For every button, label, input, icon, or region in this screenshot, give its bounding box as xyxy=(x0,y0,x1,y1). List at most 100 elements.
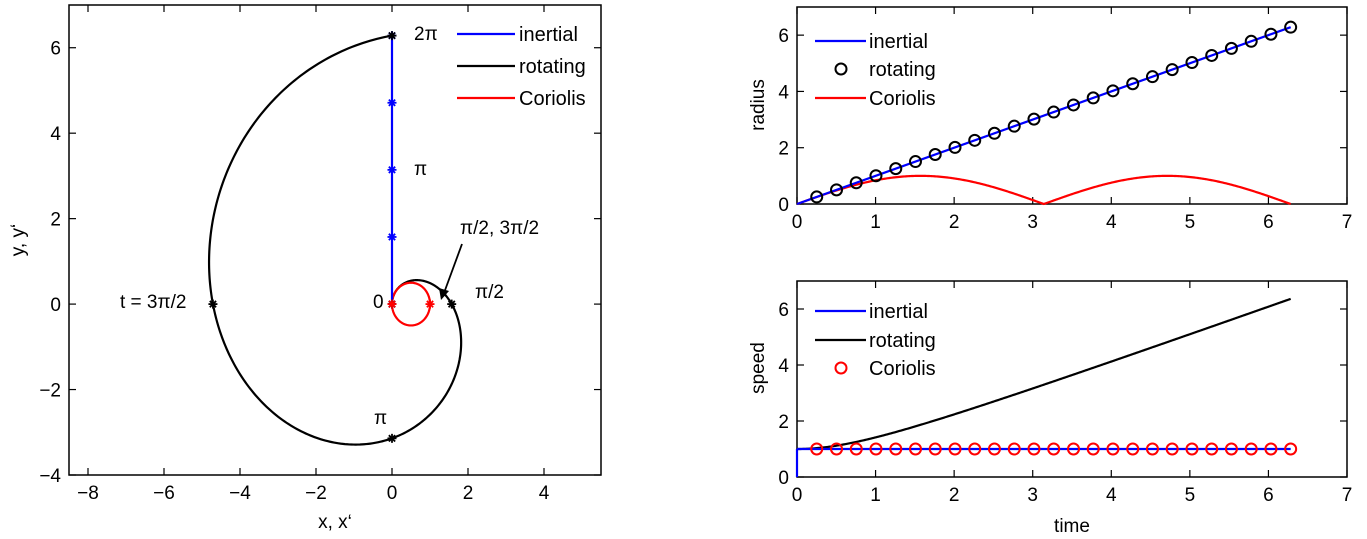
rotating-marker xyxy=(387,31,397,41)
radius-ylabel: radius xyxy=(748,79,769,131)
x-tick-label: 0 xyxy=(387,483,398,504)
y-tick-label: 0 xyxy=(778,468,789,489)
annotation-pi-inertial: π xyxy=(414,159,427,180)
inertial-marker xyxy=(387,232,397,242)
trajectory-xlabel: x, x‘ xyxy=(318,512,352,533)
coriolis-speed-point xyxy=(1284,442,1298,456)
coriolis-speed-point xyxy=(869,442,883,456)
x-tick-label: 6 xyxy=(1263,485,1274,506)
speed-xlabel: time xyxy=(1054,516,1090,537)
rotating-radius-point xyxy=(948,140,962,154)
y-tick-label: 2 xyxy=(778,412,789,433)
coriolis-speed-point xyxy=(948,442,962,456)
x-tick-label: 2 xyxy=(949,212,960,233)
rotating-radius-point xyxy=(968,133,982,147)
rotating-radius-point xyxy=(1007,119,1021,133)
speed-ylabel: speed xyxy=(748,342,769,394)
rotating-radius-point xyxy=(1284,20,1298,34)
radius-panel: 0 1 2 3 4 5 6 7 0 2 4 6 radius inertial rotating Co… xyxy=(748,6,1353,233)
annotation-3pi2: t = 3π/2 xyxy=(120,292,186,313)
coriolis-speed-point xyxy=(1086,442,1100,456)
x-tick-label: 4 xyxy=(1106,485,1117,506)
coriolis-speed-point xyxy=(889,442,903,456)
coriolis-marker xyxy=(425,299,435,309)
coriolis-speed-point xyxy=(908,442,922,456)
x-tick-label: 3 xyxy=(1027,212,1038,233)
trajectory-ylabel: y, y‘ xyxy=(8,224,29,256)
coriolis-speed-point xyxy=(1027,442,1041,456)
rotating-radius-point xyxy=(889,162,903,176)
radius-legend: inertial rotating Coriolis xyxy=(815,31,936,110)
coriolis-speed-point xyxy=(1145,442,1159,456)
rotating-radius-point xyxy=(1066,98,1080,112)
rotating-radius-point xyxy=(987,126,1001,140)
coriolis-speed-point xyxy=(1205,442,1219,456)
inertial-marker xyxy=(387,165,397,175)
x-tick-label: 2 xyxy=(463,483,474,504)
rotating-marker xyxy=(208,299,218,309)
rotating-radius-point xyxy=(810,190,824,204)
coriolis-speed-point xyxy=(1185,442,1199,456)
legend-label-coriolis: Coriolis xyxy=(869,88,936,110)
annotation-arrowhead xyxy=(439,288,449,300)
legend-marker-rotating xyxy=(834,62,848,76)
x-tick-label: 4 xyxy=(539,483,550,504)
x-tick-label: −6 xyxy=(153,483,175,504)
legend-label-rotating: rotating xyxy=(869,330,936,352)
rotating-marker xyxy=(447,299,457,309)
legend-marker-coriolis xyxy=(834,361,848,375)
y-tick-label: −4 xyxy=(39,466,61,487)
rotating-radius-point xyxy=(1264,27,1278,41)
y-tick-label: 4 xyxy=(50,124,61,145)
rotating-radius-point xyxy=(849,176,863,190)
inertial-radius-line xyxy=(796,26,1292,206)
trajectory-axes-box xyxy=(68,4,602,476)
legend-label-coriolis: Coriolis xyxy=(519,88,586,110)
rotating-radius-point xyxy=(1086,91,1100,105)
y-tick-label: 6 xyxy=(50,39,61,60)
x-tick-label: 5 xyxy=(1185,212,1196,233)
coriolis-speed-point xyxy=(1126,442,1140,456)
y-tick-label: 6 xyxy=(778,26,789,47)
x-tick-label: 0 xyxy=(792,212,803,233)
annotation-pi2-rotating: π/2 xyxy=(475,282,504,303)
trajectory-panel: −8 −6 −4 −2 0 2 4 −4 −2 0 2 4 6 x, x‘ y, y‘ 2π π π/2… xyxy=(8,4,602,533)
coriolis-speed-point xyxy=(1165,442,1179,456)
legend-label-inertial: inertial xyxy=(869,301,928,323)
y-tick-label: 0 xyxy=(50,295,61,316)
coriolis-speed-point xyxy=(1224,442,1238,456)
rotating-radius-point xyxy=(1145,70,1159,84)
rotating-radius-point xyxy=(1224,41,1238,55)
coriolis-speed-point xyxy=(928,442,942,456)
coriolis-speed-point xyxy=(810,442,824,456)
x-tick-label: 7 xyxy=(1342,212,1353,233)
rotating-radius-point xyxy=(1205,48,1219,62)
coriolis-speed-point xyxy=(1047,442,1061,456)
x-tick-label: 3 xyxy=(1027,485,1038,506)
coriolis-speed-point xyxy=(968,442,982,456)
x-tick-label: 2 xyxy=(949,485,960,506)
x-tick-label: 6 xyxy=(1263,212,1274,233)
annotation-pi2-3pi2: π/2, 3π/2 xyxy=(460,218,539,239)
trajectory-legend: inertial rotating Coriolis xyxy=(457,24,586,110)
x-tick-label: 7 xyxy=(1342,485,1353,506)
annotation-pi-rotating: π xyxy=(374,408,387,429)
rotating-radius-point xyxy=(928,147,942,161)
legend-label-inertial: inertial xyxy=(869,31,928,53)
rotating-radius-point xyxy=(1027,112,1041,126)
y-tick-label: 4 xyxy=(778,356,789,377)
legend-label-rotating: rotating xyxy=(869,59,936,81)
annotation-arrow xyxy=(443,243,463,294)
coriolis-speed-point xyxy=(1007,442,1021,456)
y-tick-label: 4 xyxy=(778,82,789,103)
legend-label-rotating: rotating xyxy=(519,56,586,78)
rotating-radius-point xyxy=(1244,34,1258,48)
legend-label-coriolis: Coriolis xyxy=(869,358,936,380)
x-tick-label: 1 xyxy=(870,485,881,506)
x-tick-label: −4 xyxy=(229,483,251,504)
annotation-2pi: 2π xyxy=(414,24,438,45)
coriolis-speed-point xyxy=(1244,442,1258,456)
rotating-radius-point xyxy=(869,169,883,183)
coriolis-speed-point xyxy=(830,442,844,456)
